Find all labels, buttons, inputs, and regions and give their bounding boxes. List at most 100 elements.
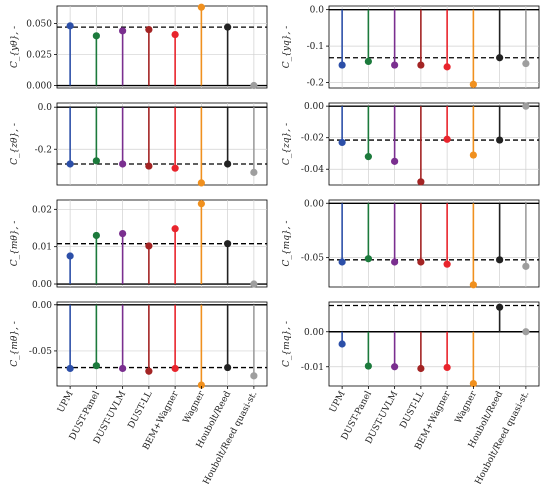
marker-3 [391,157,399,165]
marker-8 [522,59,530,68]
marker-7 [224,160,232,168]
marker-1 [66,364,74,373]
y-tick-label: 0.00 [304,102,324,112]
y-axis-label: C_{mθ}, - [10,221,20,267]
marker-1 [66,22,74,30]
marker-6 [197,381,205,389]
x-tick-label: UPM [56,390,76,415]
y-axis-label: C_{zq}, - [282,123,292,165]
marker-3 [119,27,127,35]
marker-2 [364,57,372,65]
marker-5 [443,363,451,372]
marker-3 [391,258,399,266]
marker-8 [250,280,258,288]
marker-1 [338,61,346,69]
subplot-3: 0.0 -0.2 C_{zθ}, - [10,102,268,187]
x-tick-label: DUST-LL [399,390,427,431]
marker-7 [224,240,232,248]
marker-6 [197,200,205,208]
subplot-2: 0.0 -0.1 -0.2 C_{yq}, - [282,5,540,89]
y-tick-label: 0.01 [32,243,52,253]
marker-5 [171,225,179,233]
marker-6 [469,80,477,88]
y-axis-label: C_{mq}, - [282,221,292,267]
subplot-7: 0.00-0.05C_{mθ}, -UPMDUST-PanelDUST-UVLM… [10,301,268,484]
marker-3 [119,230,127,238]
y-tick-label: 0.000 [26,82,52,92]
marker-7 [224,363,232,372]
marker-8 [522,102,530,110]
y-axis-label: C_{mq}, - [282,321,292,367]
marker-8 [522,328,530,336]
y-axis-label: C_{mθ}, - [10,321,20,367]
marker-8 [250,372,258,380]
marker-7 [496,303,504,311]
y-tick-label: 0.00 [32,280,52,290]
marker-3 [391,363,399,371]
marker-2 [364,153,372,161]
marker-6 [197,3,205,11]
marker-5 [443,63,451,71]
marker-6 [469,151,477,159]
y-tick-label: 0.0 [38,103,53,113]
marker-6 [469,281,477,289]
marker-4 [417,61,425,69]
marker-5 [171,30,179,39]
axes-frame [328,199,540,288]
y-axis-label: C_{yθ}, - [10,26,20,68]
axes-frame [328,301,540,387]
marker-6 [197,179,205,187]
x-tick-label: Wagner [454,389,480,425]
axes-frame [56,102,268,186]
y-tick-label: -0.2 [35,145,52,155]
marker-5 [443,135,451,143]
marker-2 [92,362,100,370]
marker-2 [364,362,372,370]
y-tick-label: -0.02 [301,134,324,144]
marker-1 [66,252,74,260]
marker-8 [522,262,530,270]
marker-7 [496,54,504,62]
marker-4 [145,162,153,170]
y-tick-label: 0.00 [304,199,324,209]
subplot-4: 0.00 -0.02 -0.04 C_{zq}, - [282,102,540,186]
axes-frame [56,301,268,387]
y-tick-label: -0.1 [307,42,324,52]
x-tick-label: DUST-LL [127,390,155,431]
x-tick-label: Wagner [182,389,208,425]
marker-2 [92,157,100,165]
marker-2 [92,32,100,40]
marker-5 [443,260,451,268]
marker-7 [496,136,504,144]
marker-7 [496,256,504,264]
axes-frame [56,5,268,89]
marker-4 [417,364,425,373]
y-tick-label: -0.05 [301,254,324,264]
marker-1 [338,258,346,266]
marker-1 [66,160,74,168]
y-tick-label: -0.05 [29,347,52,357]
marker-4 [145,367,153,375]
marker-3 [391,61,399,69]
marker-5 [171,164,179,172]
marker-4 [145,242,153,250]
y-axis-label: C_{yq}, - [282,26,292,68]
y-tick-label: 0.00 [304,328,324,338]
y-tick-label: 0.0 [310,6,325,16]
subplot-6: 0.00 -0.05 C_{mq}, - [282,199,540,289]
y-axis-label: C_{zθ}, - [10,123,20,165]
marker-1 [338,138,346,147]
marker-2 [92,231,100,240]
marker-7 [224,23,232,31]
marker-3 [119,160,127,168]
marker-2 [364,255,372,263]
axes-frame [328,5,540,89]
marker-6 [469,379,477,388]
y-tick-label: -0.04 [301,165,324,175]
subplot-8: 0.00-0.01C_{mq}, -UPMDUST-PanelDUST-UVLM… [282,301,540,484]
y-tick-label: 0.025 [26,50,52,60]
marker-8 [250,168,258,176]
y-tick-label: 0.050 [26,19,52,29]
subplot-1: 0.000 0.025 0.050 C_{yθ}, - [10,3,268,92]
